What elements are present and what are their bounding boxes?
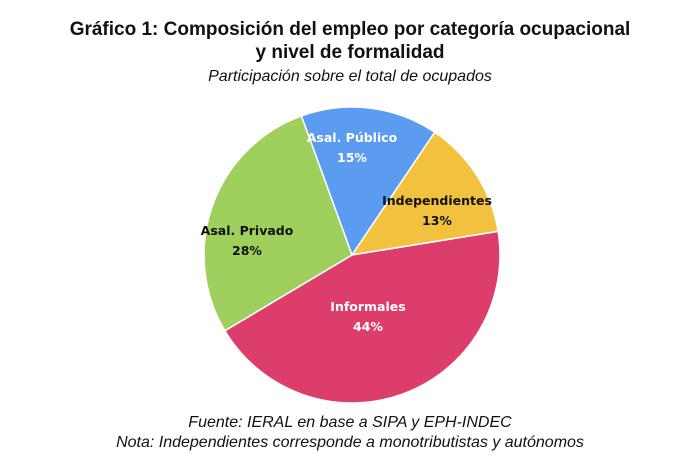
pie-slice-independientes (350, 131, 499, 257)
source-note: Fuente: IERAL en base a SIPA y EPH-INDEC (188, 414, 512, 431)
chart-subtitle: Participación sobre el total de ocupados (208, 68, 492, 85)
chart-title-line-2: y nivel de formalidad (255, 42, 445, 63)
pie-slice-asal-privado (203, 114, 353, 332)
slice-value-label: 15% (337, 150, 367, 165)
slice-name-label: Asal. Privado (201, 223, 294, 238)
slice-name-label: Independientes (382, 193, 492, 208)
pie-slices (203, 106, 501, 404)
slice-value-label: 13% (422, 213, 452, 228)
slice-value-label: 44% (353, 319, 383, 334)
pie-labels: Asal. Público 15% Independientes 13% Informa… (201, 130, 492, 334)
chart-title-line-1: Gráfico 1: Composición del empleo por ca… (69, 19, 631, 40)
pie-slice-asal-público (300, 106, 436, 257)
pie-slice-informales (223, 230, 501, 404)
slice-value-label: 28% (232, 243, 262, 258)
slice-name-label: Asal. Público (307, 130, 398, 145)
footnote: Nota: Independientes corresponde a monot… (116, 434, 584, 451)
slice-name-label: Informales (330, 299, 405, 314)
